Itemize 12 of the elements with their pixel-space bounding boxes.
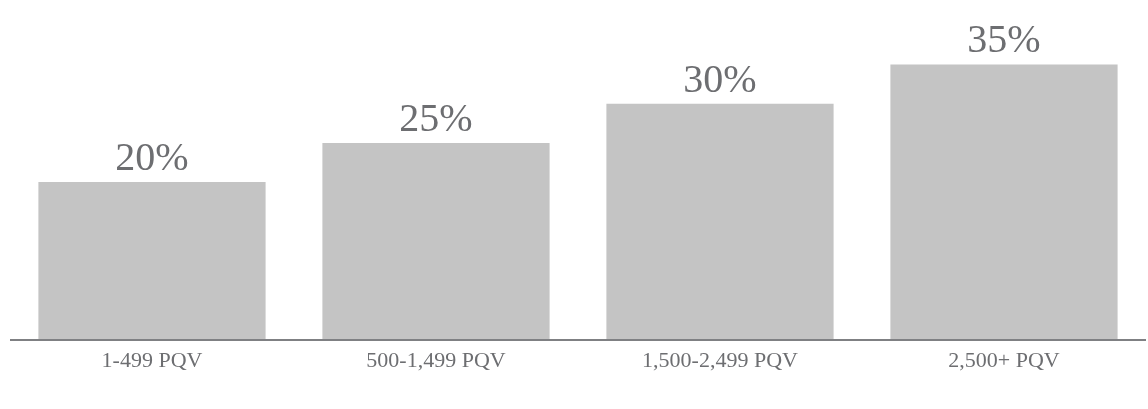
bar [322,142,550,339]
bar [890,64,1118,339]
x-tick-label: 2,500+ PQV [948,347,1060,373]
bar [38,182,266,339]
data-label: 30% [683,55,757,101]
data-label: 20% [115,134,189,180]
data-label: 25% [399,94,473,140]
x-tick-label: 500-1,499 PQV [366,347,506,373]
x-tick-label: 1,500-2,499 PQV [642,347,799,373]
bar [606,103,834,339]
x-tick-label: 1-499 PQV [101,347,203,373]
data-label: 35% [967,16,1041,62]
